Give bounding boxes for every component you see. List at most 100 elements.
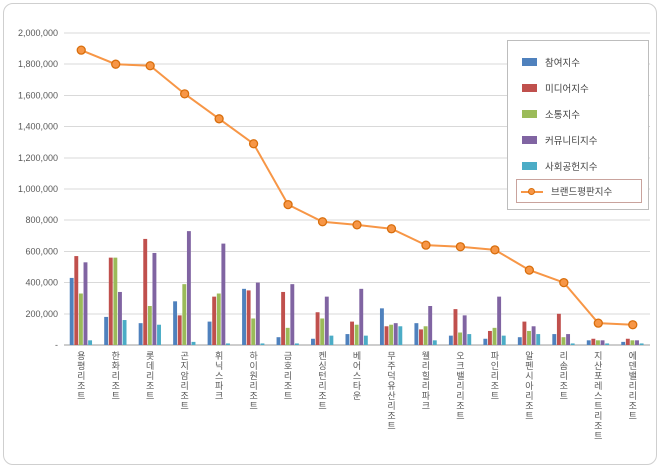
bar-series2-cat2 <box>147 306 152 345</box>
line-marker-cat15 <box>593 318 603 328</box>
legend-label: 사회공헌지수 <box>545 162 598 173</box>
line-marker-cat13 <box>524 265 535 275</box>
bar-series1-cat8 <box>350 321 354 345</box>
bar-series4-cat5 <box>260 343 265 345</box>
bar-series4-cat14 <box>570 343 575 345</box>
bar-series4-cat3 <box>191 341 196 345</box>
bar-series3-cat10 <box>428 306 433 345</box>
bar-series2-cat13 <box>527 330 531 345</box>
line-marker-cat5 <box>248 139 259 149</box>
bar-series2-cat14 <box>561 337 566 345</box>
line-marker-cat10 <box>421 240 431 250</box>
bar-series3-cat8 <box>359 288 364 345</box>
y-axis-tick-label: 400,000 <box>25 278 58 288</box>
chart-legend: 참여지수 미디어지수 소통지수 커뮤니티지수 사회공헌지수 브랜드평판지수 <box>507 40 649 210</box>
y-axis-tick-label: 1,200,000 <box>18 153 58 163</box>
bar-series1-cat11 <box>453 309 458 345</box>
bar-series2-cat5 <box>251 318 256 345</box>
bar-series2-cat12 <box>492 327 497 345</box>
legend-label: 브랜드평판지수 <box>551 187 613 198</box>
bar-series3-cat6 <box>290 284 295 345</box>
bar-series0-cat16 <box>621 341 626 345</box>
bar-series0-cat6 <box>276 337 281 345</box>
bar-series2-cat0 <box>78 293 83 345</box>
bar-series4-cat4 <box>226 343 230 345</box>
legend-line-marker-icon <box>521 187 543 196</box>
line-marker-cat7 <box>317 217 328 227</box>
bar-series2-cat11 <box>458 332 463 345</box>
bar-series1-cat5 <box>246 290 251 345</box>
bar-series3-cat7 <box>324 296 329 345</box>
legend-swatch-media <box>522 84 537 92</box>
bar-series2-cat15 <box>595 340 600 345</box>
y-axis-tick-label: 200,000 <box>25 309 58 319</box>
line-marker-cat14 <box>559 277 569 288</box>
bar-series1-cat4 <box>212 296 217 345</box>
line-marker-cat3 <box>179 89 190 99</box>
legend-label: 소통지수 <box>545 110 580 121</box>
bar-series1-cat12 <box>487 330 492 345</box>
bar-series2-cat4 <box>216 293 221 345</box>
bar-series0-cat13 <box>517 337 522 345</box>
legend-label: 미디어지수 <box>545 84 589 95</box>
bar-series4-cat8 <box>363 335 368 345</box>
bar-series4-cat12 <box>501 335 506 345</box>
bar-series3-cat13 <box>531 326 536 345</box>
y-axis-tick-label: 2,000,000 <box>18 28 58 38</box>
bar-series2-cat8 <box>354 324 359 345</box>
line-marker-cat1 <box>111 59 121 69</box>
line-marker-cat11 <box>455 242 466 252</box>
bar-series3-cat0 <box>83 262 88 345</box>
bar-series0-cat3 <box>173 301 178 345</box>
bar-series1-cat0 <box>74 256 79 345</box>
legend-item-social: 사회공헌지수 <box>522 153 642 179</box>
y-axis-tick-label: 800,000 <box>25 215 58 225</box>
bar-series4-cat10 <box>432 340 437 345</box>
line-marker-cat9 <box>386 224 397 234</box>
bar-series3-cat11 <box>462 315 467 345</box>
bar-series3-cat1 <box>118 291 122 345</box>
bar-series0-cat12 <box>483 338 488 345</box>
bar-series3-cat9 <box>393 323 398 345</box>
bar-series0-cat5 <box>242 288 246 345</box>
bar-series4-cat16 <box>639 343 644 345</box>
bar-series3-cat15 <box>600 340 605 345</box>
line-marker-cat16 <box>628 320 638 330</box>
bar-series1-cat3 <box>177 315 182 345</box>
bar-series1-cat14 <box>556 313 561 345</box>
bar-series2-cat7 <box>320 318 325 345</box>
y-axis-tick-label: 600,000 <box>25 246 58 256</box>
bar-series0-cat9 <box>379 308 384 345</box>
bar-series2-cat16 <box>630 340 635 345</box>
legend-item-communication: 소통지수 <box>522 101 642 127</box>
bar-series1-cat7 <box>315 312 320 345</box>
bar-series3-cat16 <box>635 340 639 345</box>
bar-series1-cat2 <box>143 238 148 345</box>
legend-item-media: 미디어지수 <box>522 75 642 101</box>
line-marker-cat8 <box>352 220 362 230</box>
bar-series0-cat1 <box>104 316 109 345</box>
legend-label: 참여지수 <box>545 58 580 69</box>
legend-swatch-communication <box>522 110 537 118</box>
bar-series0-cat8 <box>345 334 350 345</box>
legend-label: 커뮤니티지수 <box>545 136 598 147</box>
line-marker-cat4 <box>214 114 224 124</box>
bar-series1-cat10 <box>419 329 423 345</box>
bar-series4-cat0 <box>88 340 93 345</box>
bar-series1-cat15 <box>591 338 596 345</box>
bar-series4-cat6 <box>294 343 299 345</box>
bar-series0-cat2 <box>138 323 143 345</box>
legend-item-participation: 참여지수 <box>522 49 642 75</box>
bar-series0-cat14 <box>552 334 557 345</box>
legend-swatch-participation <box>522 58 537 66</box>
y-axis-tick-label: 1,600,000 <box>18 90 58 100</box>
bar-series4-cat1 <box>122 320 127 345</box>
bar-series3-cat3 <box>186 231 191 345</box>
bar-series1-cat13 <box>522 321 527 345</box>
bar-series3-cat2 <box>152 252 157 345</box>
bar-series4-cat9 <box>398 326 403 345</box>
line-marker-cat0 <box>76 45 86 55</box>
bar-series2-cat6 <box>285 327 290 345</box>
